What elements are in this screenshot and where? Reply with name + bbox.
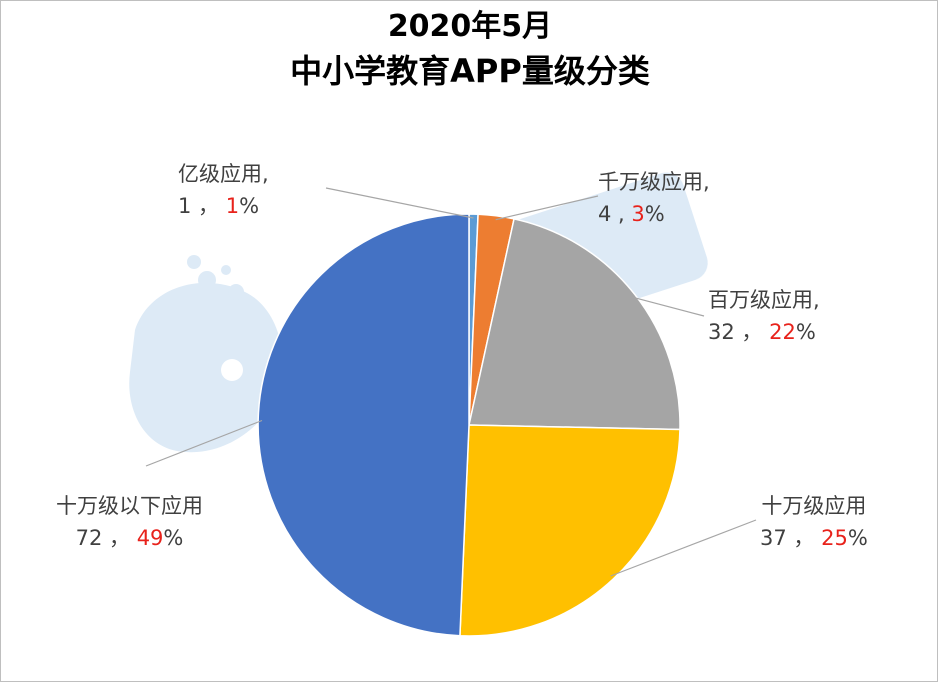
data-label-1: 亿级应用, 1 ， 1%: [178, 158, 269, 222]
slice-name-suffix: ,: [703, 170, 710, 194]
slice-percent: 3: [631, 202, 645, 226]
percent-sign: %: [644, 202, 665, 226]
slice-name-suffix: ,: [813, 288, 820, 312]
slice-percent: 49: [136, 526, 164, 550]
slice-name: 亿级应用: [178, 162, 262, 186]
slice-value: 32: [708, 320, 735, 344]
pie-slice-3: [468, 217, 681, 431]
leader-line-3: [631, 296, 705, 317]
slice-name: 百万级应用: [708, 288, 813, 312]
slice-separator: ，: [734, 320, 770, 344]
percent-sign: %: [239, 194, 260, 218]
percent-sign: %: [163, 526, 184, 550]
slice-name: 十万级以下应用: [56, 494, 203, 518]
slice-name: 千万级应用: [598, 170, 703, 194]
pie-slice-4: [459, 424, 681, 637]
chart-title: 2020年5月: [387, 9, 553, 44]
slice-separator: ，: [191, 194, 226, 218]
slice-percent: 1: [225, 194, 240, 218]
data-label-2: 千万级应用, 4 , 3%: [598, 166, 710, 230]
percent-sign: %: [795, 320, 816, 344]
data-label-4: 十万级应用 37 ， 25%: [760, 490, 868, 554]
slice-name-suffix: ,: [262, 162, 269, 186]
slice-separator: ，: [786, 526, 822, 550]
slice-value: 37: [760, 526, 787, 550]
data-label-3: 百万级应用, 32 ， 22%: [708, 284, 820, 348]
leader-line-5: [145, 419, 263, 467]
slice-value: 4: [598, 202, 612, 226]
slice-separator: ，: [102, 526, 137, 550]
slice-separator: ,: [611, 202, 632, 226]
leader-line-4: [610, 519, 757, 577]
leader-line-1: [325, 187, 474, 219]
slice-percent: 22: [769, 320, 796, 344]
pie-slice-5: [257, 213, 470, 637]
slice-value: 72: [75, 526, 103, 550]
percent-sign: %: [847, 526, 868, 550]
slice-value: 1: [178, 194, 192, 218]
slice-name: 十万级应用: [761, 494, 867, 518]
leader-line-2: [495, 195, 599, 221]
chart-subtitle: 中小学教育APP量级分类: [290, 52, 650, 90]
slice-percent: 25: [821, 526, 848, 550]
data-label-5: 十万级以下应用 72 ， 49%: [56, 490, 203, 554]
